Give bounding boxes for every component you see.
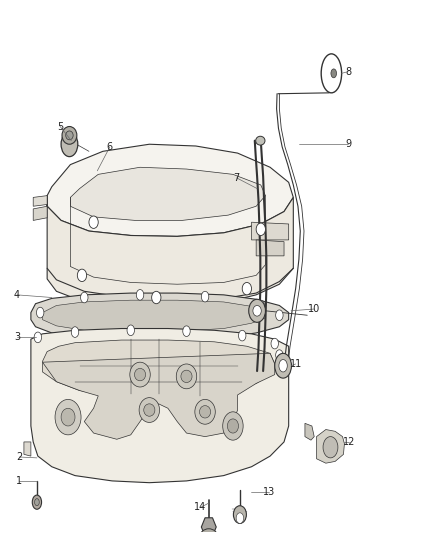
Text: 10: 10 [308, 304, 320, 314]
Ellipse shape [66, 131, 73, 140]
Ellipse shape [181, 370, 192, 383]
Polygon shape [251, 222, 289, 240]
Ellipse shape [199, 529, 218, 533]
Polygon shape [71, 167, 265, 221]
Ellipse shape [236, 513, 244, 523]
Polygon shape [42, 340, 275, 398]
Text: 4: 4 [14, 290, 20, 300]
Ellipse shape [139, 398, 159, 423]
Polygon shape [305, 423, 314, 440]
Ellipse shape [275, 353, 291, 378]
Ellipse shape [233, 506, 247, 523]
Ellipse shape [242, 282, 251, 295]
Ellipse shape [136, 289, 144, 300]
Ellipse shape [223, 412, 243, 440]
Ellipse shape [256, 223, 265, 236]
Text: 11: 11 [290, 359, 302, 369]
Ellipse shape [152, 292, 161, 304]
Ellipse shape [62, 126, 77, 144]
Ellipse shape [134, 368, 145, 381]
Text: 13: 13 [263, 488, 276, 497]
Ellipse shape [78, 269, 87, 281]
Ellipse shape [257, 300, 265, 311]
Text: 3: 3 [14, 333, 20, 342]
Ellipse shape [176, 364, 197, 389]
Ellipse shape [61, 132, 78, 157]
Polygon shape [256, 240, 284, 256]
Ellipse shape [276, 310, 283, 320]
Text: 12: 12 [343, 437, 355, 447]
Ellipse shape [227, 419, 239, 433]
Polygon shape [47, 144, 293, 236]
Polygon shape [201, 518, 216, 533]
Polygon shape [42, 300, 265, 331]
Polygon shape [31, 328, 289, 483]
Ellipse shape [249, 300, 265, 322]
Ellipse shape [71, 327, 79, 337]
Ellipse shape [276, 350, 283, 360]
Ellipse shape [279, 360, 287, 372]
Text: 1: 1 [16, 476, 22, 486]
Text: 7: 7 [233, 173, 240, 183]
Ellipse shape [239, 330, 246, 341]
Ellipse shape [144, 404, 155, 416]
Text: 5: 5 [57, 122, 63, 132]
Ellipse shape [271, 338, 279, 349]
Polygon shape [33, 196, 47, 206]
Ellipse shape [276, 363, 283, 374]
Text: 9: 9 [345, 139, 351, 149]
Polygon shape [42, 353, 275, 439]
Ellipse shape [89, 216, 98, 229]
Ellipse shape [195, 399, 215, 424]
Ellipse shape [34, 332, 42, 343]
Ellipse shape [127, 325, 134, 336]
Ellipse shape [183, 326, 190, 336]
Ellipse shape [323, 437, 338, 458]
Text: 6: 6 [107, 142, 113, 152]
Ellipse shape [130, 362, 150, 387]
Polygon shape [31, 293, 289, 339]
Polygon shape [24, 442, 31, 456]
Ellipse shape [32, 495, 42, 509]
Text: 2: 2 [16, 452, 22, 462]
Ellipse shape [201, 292, 209, 302]
Ellipse shape [61, 408, 75, 426]
Ellipse shape [36, 307, 44, 318]
Ellipse shape [256, 136, 265, 145]
Ellipse shape [55, 399, 81, 435]
Text: 8: 8 [345, 67, 351, 77]
Polygon shape [33, 206, 47, 221]
Ellipse shape [81, 292, 88, 303]
Polygon shape [317, 430, 344, 463]
Polygon shape [47, 196, 293, 307]
Ellipse shape [331, 69, 336, 78]
Ellipse shape [35, 499, 39, 506]
Ellipse shape [253, 305, 261, 316]
Text: 14: 14 [194, 503, 207, 513]
Ellipse shape [199, 406, 211, 418]
